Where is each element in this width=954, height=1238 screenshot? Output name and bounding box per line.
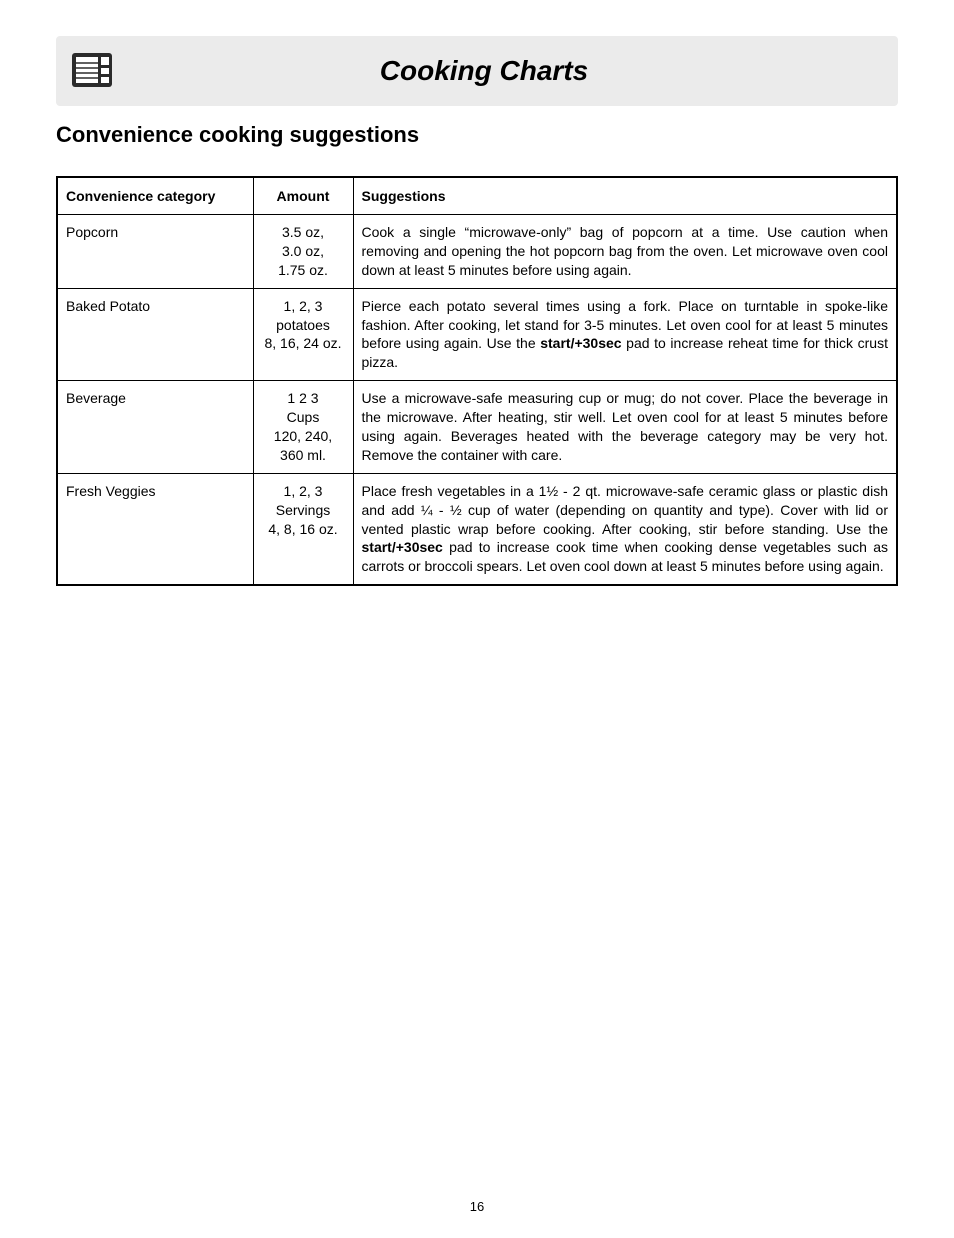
page-number: 16 [0, 1199, 954, 1214]
table-header-row: Convenience category Amount Suggestions [57, 177, 897, 215]
cell-amount: 1, 2, 3potatoes8, 16, 24 oz. [253, 288, 353, 381]
cell-amount: 1 2 3Cups120, 240,360 ml. [253, 381, 353, 474]
convenience-cooking-table: Convenience category Amount Suggestions … [56, 176, 898, 586]
cell-category: Beverage [57, 381, 253, 474]
cell-suggestions: Use a microwave-safe measuring cup or mu… [353, 381, 897, 474]
cell-category: Fresh Veggies [57, 473, 253, 585]
col-header-suggestions: Suggestions [353, 177, 897, 215]
page-title: Cooking Charts [130, 55, 898, 87]
table-row: Popcorn 3.5 oz,3.0 oz,1.75 oz. Cook a si… [57, 215, 897, 289]
col-header-category: Convenience category [57, 177, 253, 215]
cell-suggestions: Cook a single “microwave-only” bag of po… [353, 215, 897, 289]
microwave-oven-icon [68, 47, 116, 95]
section-heading: Convenience cooking suggestions [56, 122, 898, 148]
cell-amount: 1, 2, 3Servings4, 8, 16 oz. [253, 473, 353, 585]
cell-suggestions: Place fresh vegetables in a 1½ - 2 qt. m… [353, 473, 897, 585]
cell-suggestions: Pierce each potato several times using a… [353, 288, 897, 381]
cell-category: Popcorn [57, 215, 253, 289]
table-row: Fresh Veggies 1, 2, 3Servings4, 8, 16 oz… [57, 473, 897, 585]
table-row: Beverage 1 2 3Cups120, 240,360 ml. Use a… [57, 381, 897, 474]
col-header-amount: Amount [253, 177, 353, 215]
cell-amount: 3.5 oz,3.0 oz,1.75 oz. [253, 215, 353, 289]
table-row: Baked Potato 1, 2, 3potatoes8, 16, 24 oz… [57, 288, 897, 381]
title-bar: Cooking Charts [56, 36, 898, 106]
manual-page: Cooking Charts Convenience cooking sugge… [0, 0, 954, 1238]
cell-category: Baked Potato [57, 288, 253, 381]
